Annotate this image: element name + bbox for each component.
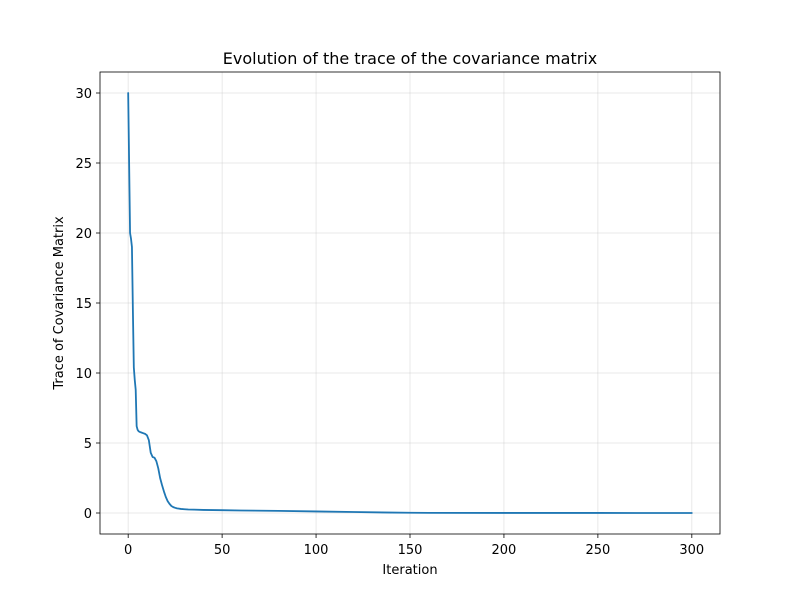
x-tick-label: 300 xyxy=(679,543,704,558)
y-tick-label: 20 xyxy=(75,227,92,242)
x-tick-label: 50 xyxy=(214,543,231,558)
y-tick-label: 10 xyxy=(75,367,92,382)
x-tick-label: 100 xyxy=(304,543,329,558)
x-tick-label: 200 xyxy=(492,543,517,558)
x-tick-label: 0 xyxy=(124,543,132,558)
grid xyxy=(100,72,720,534)
chart-title: Evolution of the trace of the covariance… xyxy=(223,49,597,68)
y-tick-label: 25 xyxy=(75,157,92,172)
y-tick-label: 15 xyxy=(75,297,92,312)
y-axis-label: Trace of Covariance Matrix xyxy=(52,216,67,391)
series-layer xyxy=(127,92,693,514)
x-tick-label: 250 xyxy=(585,543,610,558)
y-tick-label: 0 xyxy=(84,507,92,522)
y-tick-label: 5 xyxy=(84,437,92,452)
y-tick-label: 30 xyxy=(75,87,92,102)
ticks: 0 50 100 150 200 250 300 0 5 10 15 20 25 30 xyxy=(75,87,704,558)
x-axis-label: Iteration xyxy=(382,563,437,578)
series-line xyxy=(127,92,693,514)
x-tick-label: 150 xyxy=(398,543,423,558)
